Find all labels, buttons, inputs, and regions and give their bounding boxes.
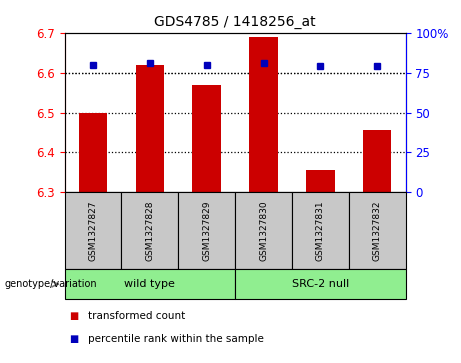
Title: GDS4785 / 1418256_at: GDS4785 / 1418256_at [154, 15, 316, 29]
Text: ■: ■ [69, 311, 78, 321]
Text: GSM1327830: GSM1327830 [259, 200, 268, 261]
Text: transformed count: transformed count [88, 311, 185, 321]
Text: wild type: wild type [124, 279, 175, 289]
Text: GSM1327827: GSM1327827 [89, 200, 97, 261]
Bar [363, 130, 391, 192]
Text: genotype/variation: genotype/variation [5, 279, 97, 289]
Bar [79, 113, 107, 192]
Bar [193, 85, 221, 192]
Text: GSM1327829: GSM1327829 [202, 200, 211, 261]
Text: GSM1327831: GSM1327831 [316, 200, 325, 261]
Text: SRC-2 null: SRC-2 null [292, 279, 349, 289]
Text: ■: ■ [69, 334, 78, 344]
Bar [249, 37, 278, 192]
Text: percentile rank within the sample: percentile rank within the sample [88, 334, 264, 344]
Bar [136, 65, 164, 192]
Bar [306, 170, 335, 192]
Text: GSM1327832: GSM1327832 [373, 200, 382, 261]
Text: GSM1327828: GSM1327828 [145, 200, 154, 261]
